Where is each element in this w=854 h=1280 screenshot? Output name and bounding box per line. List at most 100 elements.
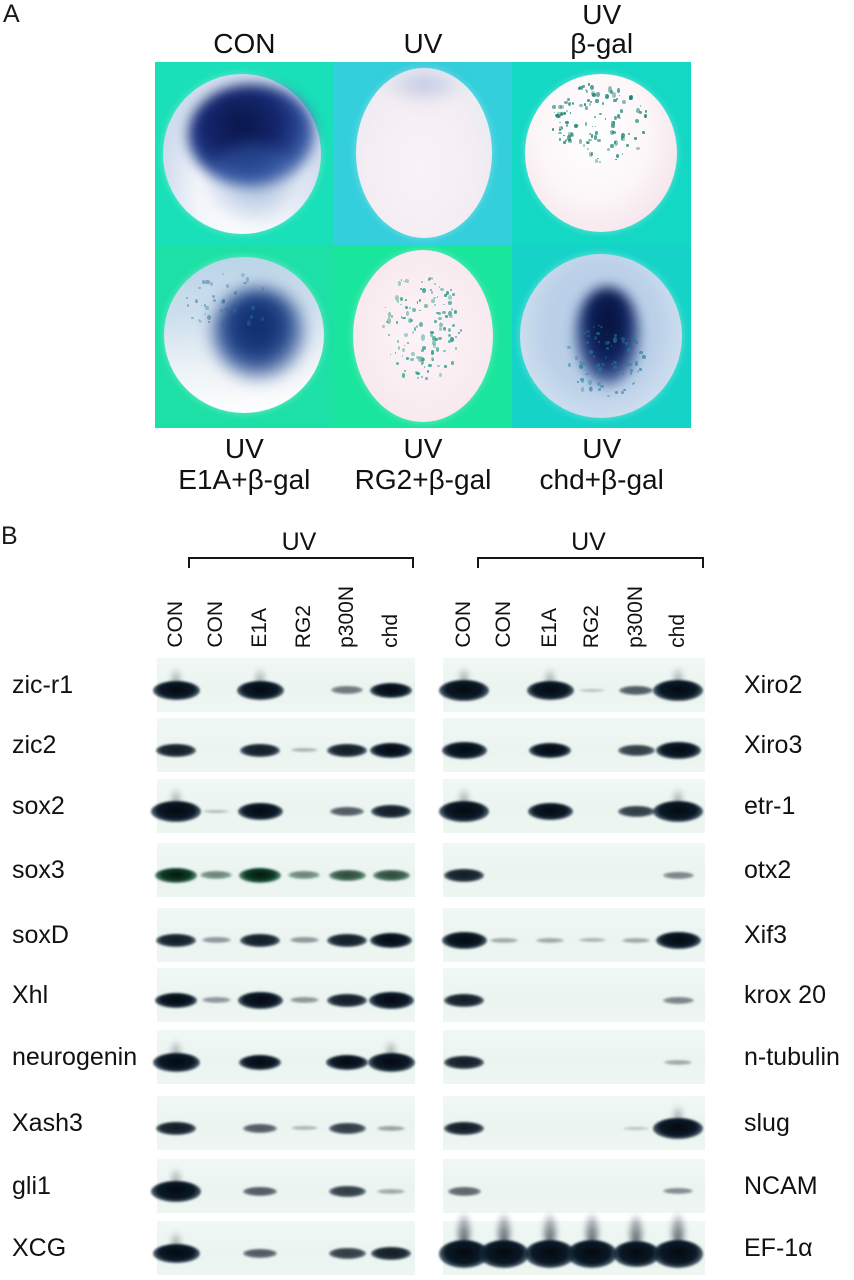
band-smear <box>458 667 470 684</box>
speckle <box>557 131 562 135</box>
speckle <box>451 308 454 311</box>
gel-strip <box>443 968 705 1022</box>
speckle <box>241 273 245 277</box>
speckle <box>448 301 452 305</box>
speckle <box>597 158 599 160</box>
speckle <box>635 341 638 344</box>
speckle <box>198 286 202 289</box>
speckle <box>413 327 417 331</box>
speckle <box>581 387 585 392</box>
row-label-right: otx2 <box>744 855 792 884</box>
speckle <box>438 337 443 341</box>
speckle <box>642 355 647 360</box>
gel-band <box>155 867 197 883</box>
speckle <box>593 134 598 140</box>
band-smear <box>385 1040 397 1057</box>
speckle <box>568 132 572 137</box>
speckle <box>634 118 639 123</box>
speckle <box>454 336 457 339</box>
speckle <box>405 278 410 283</box>
speckle <box>557 112 560 115</box>
gel-band <box>327 743 367 757</box>
speckle <box>596 91 600 97</box>
speckle <box>583 103 587 106</box>
speckle <box>395 321 398 325</box>
gel-band <box>527 802 573 820</box>
speckle <box>622 372 625 375</box>
gel-band <box>439 800 489 822</box>
row-label-left: Xash3 <box>12 1108 83 1137</box>
embryo-tile-uv <box>333 62 513 245</box>
speckle <box>588 141 591 144</box>
speckle <box>421 357 424 361</box>
speckle <box>439 322 442 324</box>
speckle <box>410 357 414 361</box>
speckle <box>411 308 416 312</box>
gel-band <box>370 682 412 698</box>
speckle <box>615 158 617 161</box>
speckle <box>618 94 621 97</box>
gel-band <box>619 685 653 695</box>
speckle <box>599 161 601 164</box>
gel-band <box>328 1122 366 1134</box>
speckle <box>601 101 605 105</box>
speckle <box>612 92 616 98</box>
column-footer-line: UV <box>403 433 443 464</box>
speckle <box>583 144 586 147</box>
speckle <box>644 113 648 119</box>
speckle <box>395 362 399 366</box>
speckle <box>453 309 458 315</box>
row-label-right: NCAM <box>744 1171 818 1200</box>
gel-band <box>663 1188 693 1195</box>
speckle <box>398 281 402 286</box>
speckle <box>260 285 263 288</box>
speckle <box>628 133 631 135</box>
lane-label: CON <box>452 601 475 648</box>
speckle <box>639 111 643 114</box>
speckle <box>433 282 436 285</box>
speckle <box>622 388 626 392</box>
band-smear <box>170 1168 182 1185</box>
speckle <box>432 340 436 346</box>
speckle <box>436 312 439 315</box>
speckle <box>406 341 409 344</box>
speckle <box>416 371 420 375</box>
speckle <box>420 287 423 290</box>
gel-band <box>327 933 367 947</box>
speckle <box>422 288 427 293</box>
speckle <box>632 381 635 385</box>
gel-band <box>377 1125 405 1131</box>
stain-blob <box>575 286 641 386</box>
speckle <box>222 272 224 275</box>
band-smear <box>672 667 684 684</box>
lane-label: RG2 <box>292 604 315 648</box>
speckle <box>405 311 410 317</box>
speckle <box>618 117 621 120</box>
speckle <box>421 346 426 350</box>
gel-band <box>490 937 518 943</box>
gel-band <box>155 992 197 1008</box>
gel-band <box>201 937 231 944</box>
speckle <box>569 112 572 114</box>
embryo-tile-uv-chd-bgal <box>512 245 691 428</box>
speckle <box>588 139 592 142</box>
gel-band <box>578 938 606 943</box>
column-footer-line: RG2+β-gal <box>354 464 492 495</box>
speckle <box>594 125 597 128</box>
speckle <box>443 349 446 352</box>
embryo <box>163 74 321 234</box>
gel-strip <box>443 1159 705 1213</box>
speckle <box>421 334 426 341</box>
speckle <box>604 356 607 360</box>
gel-band <box>240 933 280 947</box>
speckle <box>234 311 237 315</box>
speckle <box>584 106 588 110</box>
speckle <box>439 323 444 327</box>
speckle <box>585 90 588 94</box>
speckle <box>434 320 437 324</box>
speckle <box>617 114 620 118</box>
speckle <box>402 348 405 353</box>
column-footer: UV RG2+β-gal <box>334 433 513 495</box>
panel-b-label: B <box>1 522 18 550</box>
gel-band <box>240 743 280 757</box>
